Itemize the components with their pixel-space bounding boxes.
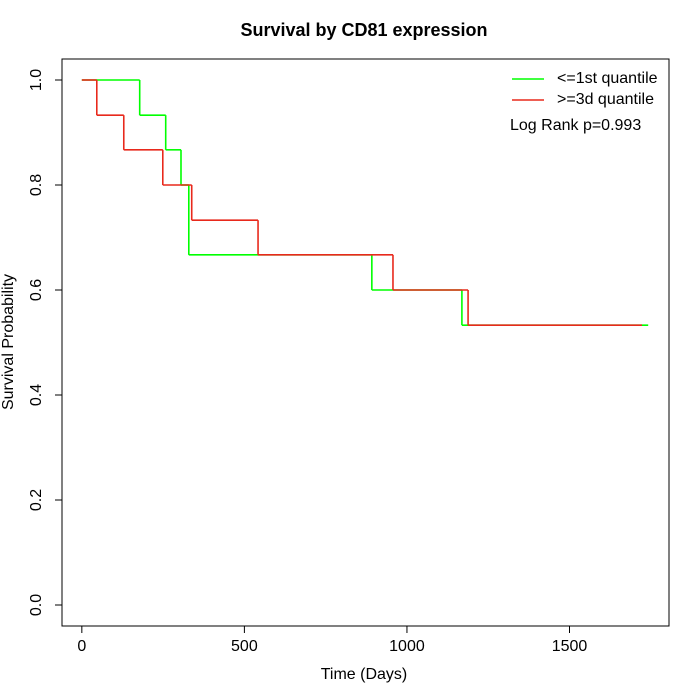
x-axis-label: Time (Days): [321, 666, 408, 683]
chart-title: Survival by CD81 expression: [240, 20, 487, 40]
annotation: Log Rank p=0.993: [510, 117, 641, 134]
y-tick-label: 0.2: [28, 489, 45, 511]
y-tick-label: 0.0: [28, 594, 45, 616]
y-axis-label: Survival Probability: [0, 274, 17, 410]
plot-frame: [61, 58, 670, 627]
x-tick-label: 500: [231, 638, 258, 655]
x-tick-label: 1000: [389, 638, 425, 655]
x-tick-label: 1500: [552, 638, 588, 655]
y-tick-label: 1.0: [28, 69, 45, 91]
y-tick-label: 0.8: [28, 174, 45, 196]
legend-label: <=1st quantile: [557, 70, 658, 87]
y-tick-label: 0.6: [28, 279, 45, 301]
x-tick-label: 0: [77, 638, 86, 655]
legend-label: >=3d quantile: [557, 91, 654, 108]
y-tick-label: 0.4: [28, 384, 45, 406]
